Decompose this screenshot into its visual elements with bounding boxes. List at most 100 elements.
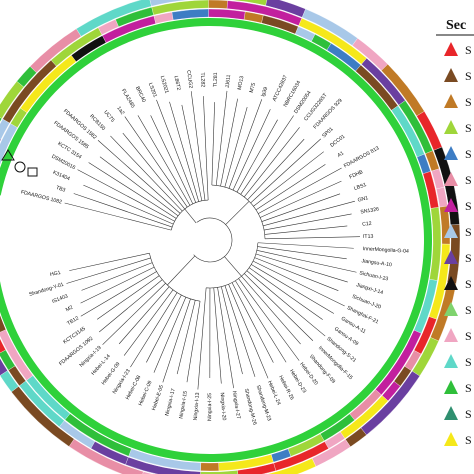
branch bbox=[64, 202, 172, 231]
branch bbox=[215, 90, 228, 186]
legend-label: S bbox=[465, 43, 472, 57]
branch bbox=[123, 289, 174, 356]
legend-triangle-icon bbox=[444, 94, 458, 108]
branch bbox=[256, 250, 357, 273]
legend-triangle-icon bbox=[444, 224, 458, 238]
leaf-label: LS2021 bbox=[159, 75, 170, 94]
leaf-label: Hebei-L-24 bbox=[266, 380, 282, 406]
branch bbox=[190, 91, 206, 201]
branch bbox=[228, 284, 269, 379]
leaf-label: LS201 bbox=[147, 82, 158, 98]
branch bbox=[99, 156, 179, 217]
branch bbox=[81, 262, 153, 291]
ring-segment bbox=[208, 0, 228, 9]
branch bbox=[235, 280, 287, 363]
branch bbox=[228, 99, 263, 189]
legend-triangle-icon bbox=[444, 68, 458, 82]
leaf-label: Shandong-M-26 bbox=[243, 388, 258, 426]
branch bbox=[253, 151, 324, 207]
branch bbox=[232, 109, 271, 191]
clade-stem bbox=[167, 255, 196, 286]
leaf-label: IS1403 bbox=[51, 293, 69, 305]
leaf-label: Ningxia-I-13 bbox=[193, 392, 201, 420]
branch bbox=[169, 101, 200, 202]
clade-arc bbox=[211, 184, 266, 239]
ring-segment bbox=[149, 0, 190, 7]
leaf-label: A1 bbox=[337, 150, 346, 159]
clade-stem bbox=[225, 201, 250, 225]
leaf-label: Jiangsu-A-10 bbox=[361, 258, 392, 268]
branch bbox=[80, 271, 157, 317]
leaf-label: Ningxia-I-17 bbox=[164, 388, 177, 417]
ring-segment bbox=[0, 338, 6, 354]
root-arc bbox=[193, 217, 233, 263]
leaf-label: GN1 bbox=[357, 195, 369, 204]
branch bbox=[69, 252, 150, 271]
branch bbox=[224, 285, 256, 377]
leaf-label: Jiangxi-J-14 bbox=[355, 282, 384, 296]
branch bbox=[96, 275, 160, 320]
leaf-label: Shandong-M-23 bbox=[255, 385, 272, 422]
branch bbox=[203, 96, 209, 201]
leaf-label: BRC40 bbox=[134, 86, 147, 104]
branch bbox=[146, 294, 182, 363]
branch bbox=[238, 278, 300, 361]
leaf-label: CCUG2 bbox=[185, 70, 193, 89]
branch bbox=[255, 253, 348, 283]
legend-label: S bbox=[465, 407, 472, 421]
legend-label: S bbox=[465, 95, 472, 109]
branch bbox=[73, 193, 173, 228]
leaf-label: Hebei-C-09 bbox=[138, 380, 154, 407]
leaf-label: L86T2 bbox=[172, 75, 181, 91]
branch bbox=[264, 225, 348, 235]
branch bbox=[257, 246, 347, 260]
branch bbox=[102, 283, 166, 345]
legend-triangle-icon bbox=[444, 172, 458, 186]
branch bbox=[162, 298, 191, 383]
branch bbox=[249, 267, 323, 320]
branch bbox=[258, 167, 342, 214]
leaf-label: FDHB bbox=[349, 169, 365, 180]
legend-label: S bbox=[465, 303, 472, 317]
branch bbox=[122, 132, 185, 210]
branch bbox=[251, 264, 334, 314]
legend-triangle-icon bbox=[444, 250, 458, 264]
branch bbox=[247, 138, 305, 201]
branch bbox=[153, 296, 187, 373]
leaf-label: TL282 bbox=[199, 72, 206, 87]
leaf-label: M2 bbox=[65, 305, 74, 314]
leaf-label: HG1 bbox=[50, 270, 62, 278]
tree-branches bbox=[64, 90, 360, 390]
branch bbox=[224, 107, 248, 188]
leaf-label: FLA2485 bbox=[120, 88, 136, 109]
branch bbox=[220, 98, 238, 187]
branch bbox=[257, 242, 354, 249]
branch bbox=[255, 164, 326, 211]
leaf-label: FDAARGOS 813 bbox=[343, 145, 380, 169]
legend-label: S bbox=[465, 199, 472, 213]
branch bbox=[137, 115, 191, 206]
square-marker-icon bbox=[27, 167, 38, 177]
leaf-label: lg39 bbox=[260, 86, 269, 97]
annotation-rings bbox=[0, 0, 461, 474]
ring-segment bbox=[208, 8, 246, 20]
branch bbox=[260, 180, 342, 218]
legend-label: S bbox=[465, 121, 472, 135]
branch bbox=[176, 300, 196, 375]
leaf-label: FDAARGOS 1082 bbox=[20, 189, 62, 205]
leaf-label: TB12 bbox=[66, 315, 80, 327]
clade-stem bbox=[224, 256, 242, 277]
branch bbox=[213, 287, 222, 384]
leaf-label: SN1326 bbox=[360, 206, 380, 215]
branch bbox=[181, 104, 203, 201]
legend-triangle-icon bbox=[444, 42, 458, 56]
leaf-label: DSM20016 bbox=[50, 154, 76, 172]
branch bbox=[197, 287, 207, 390]
branch bbox=[254, 257, 339, 291]
branch bbox=[221, 286, 243, 375]
branch bbox=[97, 140, 181, 214]
marker-shapes bbox=[1, 149, 38, 177]
branch bbox=[77, 169, 175, 222]
leaf-label: Ningxia-I-15 bbox=[178, 390, 188, 419]
